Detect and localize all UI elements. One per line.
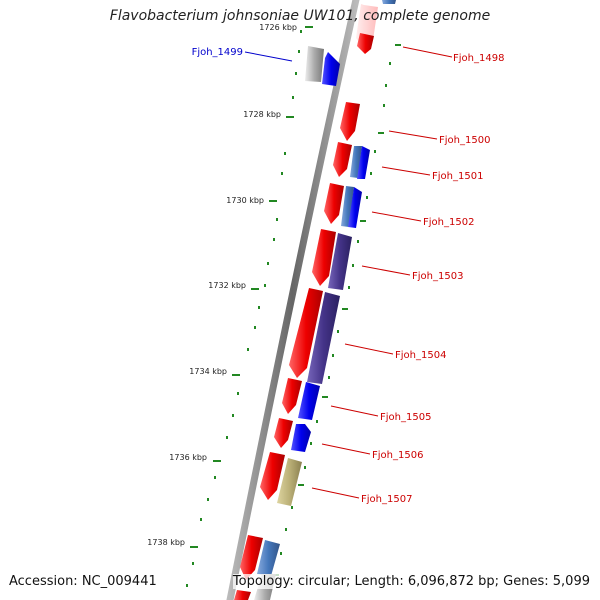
gene-arrow-fjoh-1507[interactable] [260, 452, 285, 500]
gene-label[interactable]: Fjoh_1502 [423, 217, 474, 228]
gene-arrow-fjoh-1500[interactable] [340, 102, 360, 141]
label-leader-lines [244, 46, 453, 499]
gene-labels: Fjoh_1499 Fjoh_1498 Fjoh_1500 Fjoh_1501 … [192, 47, 505, 505]
gene-arrow-fjoh-1503[interactable] [312, 229, 336, 286]
scale-tick: 1728 kbp [243, 110, 294, 119]
gene-label[interactable]: Fjoh_1500 [439, 135, 490, 146]
tick-label: 1734 kbp [189, 367, 227, 376]
gene-arrow-fjoh-1502-steel[interactable] [341, 186, 354, 227]
gene-arrow-fjoh-1504[interactable] [289, 288, 323, 378]
gene-label[interactable]: Fjoh_1507 [361, 494, 412, 505]
page-title: Flavobacterium johnsoniae UW101, complet… [109, 8, 491, 24]
scale-tick: 1738 kbp [147, 538, 198, 548]
tick-ring-inner [273, 44, 401, 576]
gene-label[interactable]: Fjoh_1506 [372, 450, 423, 461]
gene-arrow-fjoh-1505-rev[interactable] [298, 382, 320, 420]
gene-label[interactable]: Fjoh_1499 [192, 47, 243, 58]
accession-text: Accession: NC_009441 [9, 574, 157, 589]
gene-label[interactable]: Fjoh_1505 [380, 412, 431, 423]
scale-tick: 1736 kbp [169, 453, 221, 462]
scale-tick: 1732 kbp [208, 281, 259, 290]
gene-arrow-fjoh-1501[interactable] [333, 142, 352, 177]
gene-arrow-fjoh-1501-rev[interactable] [357, 146, 370, 179]
scale-ticks: 1726 kbp 1728 kbp 1730 kbp 1732 kbp 1734… [147, 23, 313, 548]
tick-label: 1726 kbp [259, 23, 297, 32]
gene-label[interactable]: Fjoh_1501 [432, 171, 483, 182]
scale-tick: 1726 kbp [259, 23, 313, 32]
gene-label[interactable]: Fjoh_1498 [453, 53, 504, 64]
gene-arrow-fjoh-1506[interactable] [274, 418, 293, 448]
gene-arrow-unlabeled-rev[interactable] [257, 540, 280, 576]
gene-label[interactable]: Fjoh_1503 [412, 271, 463, 282]
gene-arrow-fjoh-1507-rev[interactable] [277, 458, 302, 506]
tick-label: 1728 kbp [243, 110, 281, 119]
gene-arrow-fjoh-1498-lower[interactable] [357, 33, 374, 54]
gene-arrow-fjoh-1504-rev[interactable] [307, 292, 340, 384]
gene-arrow-top-steel[interactable] [382, 0, 396, 4]
tick-ring-outer [186, 30, 302, 587]
gene-arrow-fjoh-1502[interactable] [324, 183, 344, 224]
gene-arrow-fjoh-1503-rev[interactable] [328, 233, 352, 290]
scale-tick: 1734 kbp [189, 367, 240, 376]
scale-tick: 1730 kbp [226, 196, 277, 205]
gene-arrow-fjoh-1499-gray[interactable] [305, 46, 324, 82]
gene-arrow-unlabeled-2[interactable] [234, 590, 251, 600]
tick-label: 1738 kbp [147, 538, 185, 547]
forward-strand-genes [234, 4, 378, 600]
genome-backbone [226, 0, 360, 600]
gene-arrow-fjoh-1505[interactable] [282, 378, 302, 414]
gene-arrow-fjoh-1506-rev[interactable] [291, 424, 311, 452]
tick-label: 1736 kbp [169, 453, 207, 462]
tick-label: 1732 kbp [208, 281, 246, 290]
reverse-strand-genes [254, 0, 396, 600]
gene-arrow-fjoh-1499[interactable] [322, 52, 340, 86]
tick-label: 1730 kbp [226, 196, 264, 205]
gene-arrow-unlabeled-1[interactable] [240, 535, 263, 580]
genome-summary-text: Topology: circular; Length: 6,096,872 bp… [232, 574, 590, 589]
gene-label[interactable]: Fjoh_1504 [395, 350, 446, 361]
gene-arrow-fjoh-1502-rev[interactable] [348, 187, 362, 228]
